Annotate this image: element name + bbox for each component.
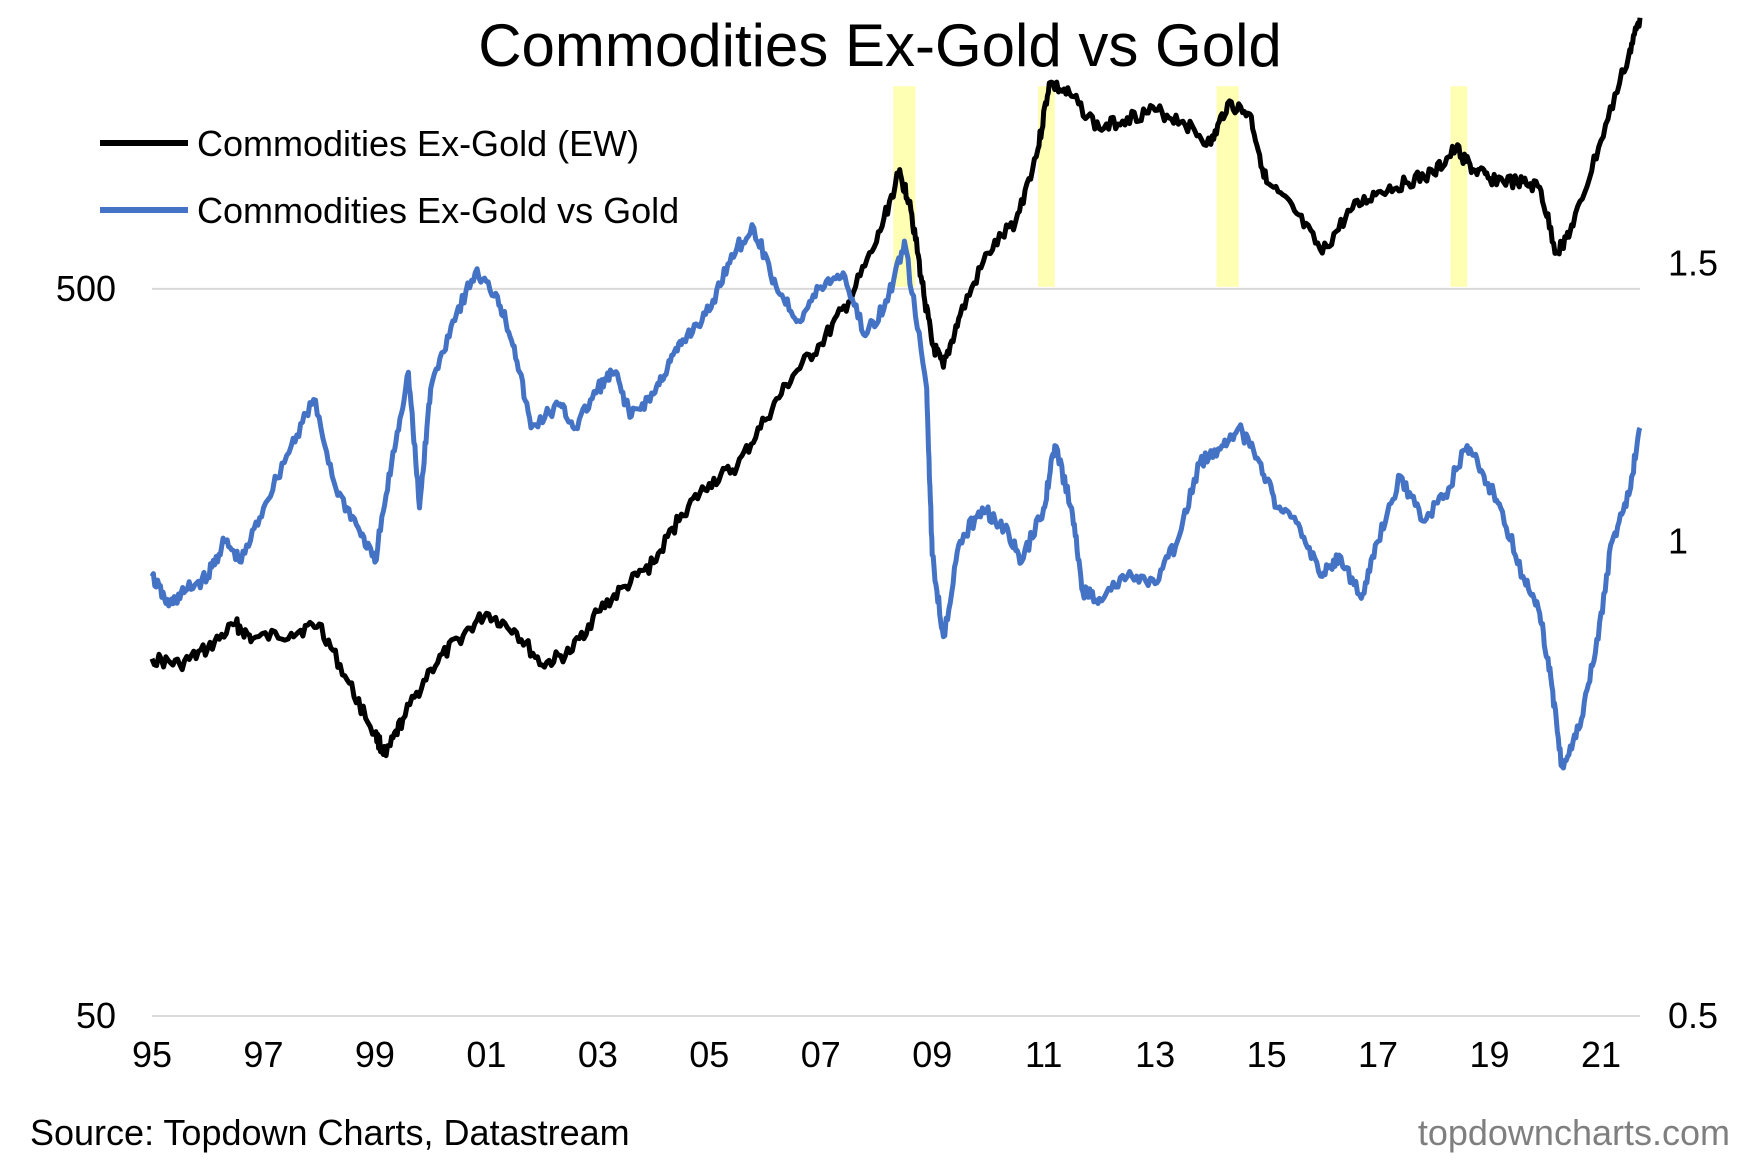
x-tick-09: 09 [912, 1034, 952, 1075]
x-tick-15: 15 [1247, 1034, 1287, 1075]
highlight-bands [893, 86, 1468, 287]
left-axis-ticks: 50 500 [56, 268, 116, 1036]
x-tick-21: 21 [1581, 1034, 1621, 1075]
x-tick-03: 03 [578, 1034, 618, 1075]
x-tick-01: 01 [466, 1034, 506, 1075]
right-axis-ticks: 0.5 1 1.5 [1668, 243, 1718, 1036]
x-axis-ticks: 95 97 99 01 03 05 07 09 11 13 15 17 19 21 [132, 1034, 1621, 1075]
legend: Commodities Ex-Gold (EW) Commodities Ex-G… [100, 123, 679, 231]
x-tick-13: 13 [1135, 1034, 1175, 1075]
legend-label-1: Commodities Ex-Gold vs Gold [197, 190, 679, 231]
series-line-ew [149, 17, 1643, 759]
y-right-tick-1: 1 [1668, 520, 1688, 561]
highlight-band-2 [1216, 86, 1239, 287]
brand-watermark: topdowncharts.com [1417, 1112, 1730, 1153]
legend-label-0: Commodities Ex-Gold (EW) [197, 123, 639, 164]
x-tick-07: 07 [801, 1034, 841, 1075]
chart-title: Commodities Ex-Gold vs Gold [478, 12, 1282, 79]
x-tick-17: 17 [1358, 1034, 1398, 1075]
x-tick-05: 05 [689, 1034, 729, 1075]
highlight-band-3 [1450, 86, 1468, 287]
x-tick-97: 97 [243, 1034, 283, 1075]
x-tick-19: 19 [1470, 1034, 1510, 1075]
x-tick-95: 95 [132, 1034, 172, 1075]
x-tick-99: 99 [355, 1034, 395, 1075]
series-lines [149, 17, 1643, 771]
highlight-band-1 [1038, 86, 1055, 287]
y-right-tick-0.5: 0.5 [1668, 995, 1718, 1036]
y-left-tick-500: 500 [56, 268, 116, 309]
source-note: Source: Topdown Charts, Datastream [30, 1112, 630, 1153]
y-right-tick-1.5: 1.5 [1668, 243, 1718, 284]
x-tick-11: 11 [1025, 1034, 1062, 1075]
y-left-tick-50: 50 [76, 995, 116, 1036]
grid-lines [152, 287, 1640, 1017]
series-line-ratio [149, 222, 1643, 771]
